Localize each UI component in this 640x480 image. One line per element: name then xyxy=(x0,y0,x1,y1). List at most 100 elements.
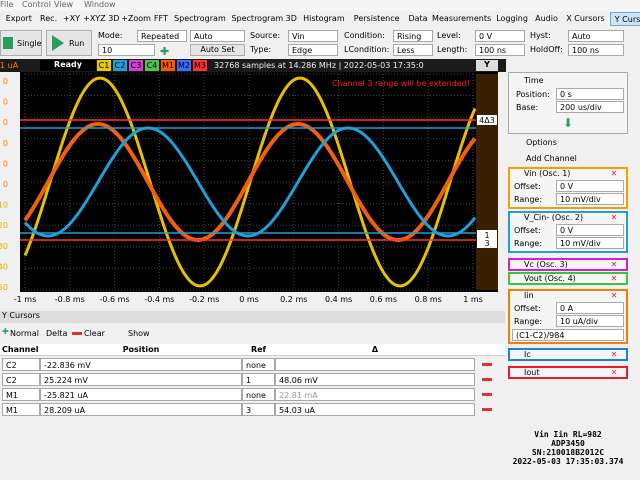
table-cell[interactable]: none xyxy=(242,358,275,371)
time-field[interactable]: 200 us/div xyxy=(556,101,624,113)
panel-button[interactable]: Normal xyxy=(10,329,39,338)
table-cell[interactable]: 28.209 uA xyxy=(40,403,242,416)
dropdown[interactable]: Auto xyxy=(568,30,624,42)
channel-tag[interactable]: C4 xyxy=(145,60,159,71)
control-label: LCondition: xyxy=(344,45,390,54)
x-tick-label: 0.6 ms xyxy=(370,295,397,304)
channel-field[interactable]: 0 V xyxy=(556,224,624,236)
channel-field[interactable]: 0 V xyxy=(556,180,624,192)
toolbar-tab[interactable]: Histogram xyxy=(303,14,345,23)
channel-field[interactable]: 10 mV/div xyxy=(556,237,624,249)
table-cell[interactable]: none xyxy=(242,388,275,401)
dropdown[interactable]: Edge xyxy=(288,44,338,56)
toolbar-tab[interactable]: Persistence xyxy=(353,14,400,23)
single-icon xyxy=(3,37,13,49)
remove-cursor[interactable] xyxy=(482,363,492,366)
toolbar-tab[interactable]: Measurements xyxy=(432,14,492,23)
table-cell[interactable]: 3 xyxy=(242,403,275,416)
table-cell[interactable]: M1 xyxy=(2,388,40,401)
channel-tag[interactable]: M3 xyxy=(193,60,207,71)
toolbar-tab[interactable]: Export xyxy=(5,14,32,23)
time-field[interactable]: 0 s xyxy=(556,88,624,100)
channel-tag[interactable]: M1 xyxy=(161,60,175,71)
menu-item[interactable]: File xyxy=(0,0,14,9)
dropdown[interactable]: Rising xyxy=(393,30,433,42)
panel-button[interactable]: Clear xyxy=(84,329,105,338)
remove-cursor[interactable] xyxy=(482,378,492,381)
channel-name[interactable]: V_Cin- (Osc. 2) xyxy=(524,213,584,222)
close-button[interactable]: ✕ xyxy=(610,213,618,222)
toolbar-tab[interactable]: +XY xyxy=(62,14,81,23)
channel-name[interactable]: Vout (Osc. 4) xyxy=(524,274,576,283)
dropdown[interactable]: 100 ns xyxy=(568,44,624,56)
channel-tag[interactable]: M2 xyxy=(177,60,191,71)
cursor-tag-bg xyxy=(477,230,497,240)
button[interactable]: Auto Set xyxy=(190,44,245,56)
table-cell[interactable]: -22.836 mV xyxy=(40,358,242,371)
control-label: Length: xyxy=(437,45,468,54)
y-tick-label: 0 xyxy=(3,180,8,189)
close-button[interactable]: ✕ xyxy=(610,350,618,359)
dropdown[interactable]: Vin xyxy=(288,30,338,42)
table-cell[interactable]: -25.821 uA xyxy=(40,388,242,401)
table-cell[interactable]: 48.06 mV xyxy=(275,373,475,386)
close-button[interactable]: ✕ xyxy=(610,260,618,269)
channel-name[interactable]: Vin (Osc. 1) xyxy=(524,169,571,178)
dropdown[interactable]: Auto xyxy=(190,30,245,42)
toolbar-tab[interactable]: +XYZ 3D xyxy=(83,14,120,23)
table-cell[interactable]: 25.224 mV xyxy=(40,373,242,386)
toolbar-tab[interactable]: Y Cursors xyxy=(610,12,640,26)
close-button[interactable]: ✕ xyxy=(610,274,618,283)
toolbar-tab[interactable]: Spectrogram 3D xyxy=(231,14,297,23)
table-cell[interactable]: C2 xyxy=(2,358,40,371)
table-cell[interactable]: C2 xyxy=(2,373,40,386)
toolbar-tab[interactable]: Logging xyxy=(496,14,528,23)
dropdown[interactable]: 100 ns xyxy=(475,44,525,56)
channel-name[interactable]: Ic xyxy=(524,350,531,359)
control-label: Mode: xyxy=(98,31,123,40)
panel-button[interactable]: Show xyxy=(128,329,150,338)
menu-item[interactable]: Window xyxy=(84,0,116,9)
x-tick-label: 0.2 ms xyxy=(280,295,307,304)
menu-item[interactable]: Control xyxy=(22,0,51,9)
channel-field[interactable]: 10 mV/div xyxy=(556,193,624,205)
channel-tag[interactable]: C1 xyxy=(97,60,111,71)
dropdown[interactable]: Repeated xyxy=(137,30,187,42)
channel-name[interactable]: Iin xyxy=(524,291,534,300)
remove-cursor[interactable] xyxy=(482,393,492,396)
channel-tag[interactable]: C3 xyxy=(129,60,143,71)
table-cell[interactable] xyxy=(275,358,475,371)
dropdown[interactable]: 10 xyxy=(98,44,155,56)
channel-formula: (C1-C2)/984 xyxy=(512,329,624,341)
toolbar-tab[interactable]: +Zoom xyxy=(121,14,151,23)
table-cell[interactable]: 1 xyxy=(242,373,275,386)
options[interactable]: Options xyxy=(526,138,557,147)
close-button[interactable]: ✕ xyxy=(610,291,618,300)
menu-item[interactable]: View xyxy=(54,0,73,9)
panel-button[interactable]: Delta xyxy=(46,329,68,338)
y-button[interactable]: Y xyxy=(476,60,498,71)
column-header: Δ xyxy=(371,345,379,354)
toolbar-tab[interactable]: Data xyxy=(408,14,428,23)
channel-box xyxy=(508,366,628,379)
channel-field[interactable]: 10 uA/div xyxy=(556,315,624,327)
add-channel[interactable]: Add Channel xyxy=(526,154,577,163)
table-cell[interactable]: 54.03 uA xyxy=(275,403,475,416)
dropdown[interactable]: 0 V xyxy=(475,30,525,42)
dropdown[interactable]: Less xyxy=(393,44,433,56)
channel-field[interactable]: 0 A xyxy=(556,302,624,314)
table-cell[interactable]: 22.81 mA xyxy=(275,388,475,401)
toolbar-tab[interactable]: Audio xyxy=(535,14,558,23)
channel-tag[interactable]: C2 xyxy=(113,60,127,71)
toolbar-tab[interactable]: Spectrogram xyxy=(174,14,226,23)
remove-cursor[interactable] xyxy=(482,408,492,411)
table-cell[interactable]: M1 xyxy=(2,403,40,416)
close-button[interactable]: ✕ xyxy=(610,368,618,377)
toolbar-tab[interactable]: X Cursors xyxy=(566,14,605,23)
channel-name[interactable]: Vc (Osc. 3) xyxy=(524,260,568,269)
channel-name[interactable]: Iout xyxy=(524,368,540,377)
toolbar-tab[interactable]: FFT xyxy=(153,14,168,23)
close-button[interactable]: ✕ xyxy=(610,169,618,178)
toolbar-tab[interactable]: Rec. xyxy=(40,14,58,23)
